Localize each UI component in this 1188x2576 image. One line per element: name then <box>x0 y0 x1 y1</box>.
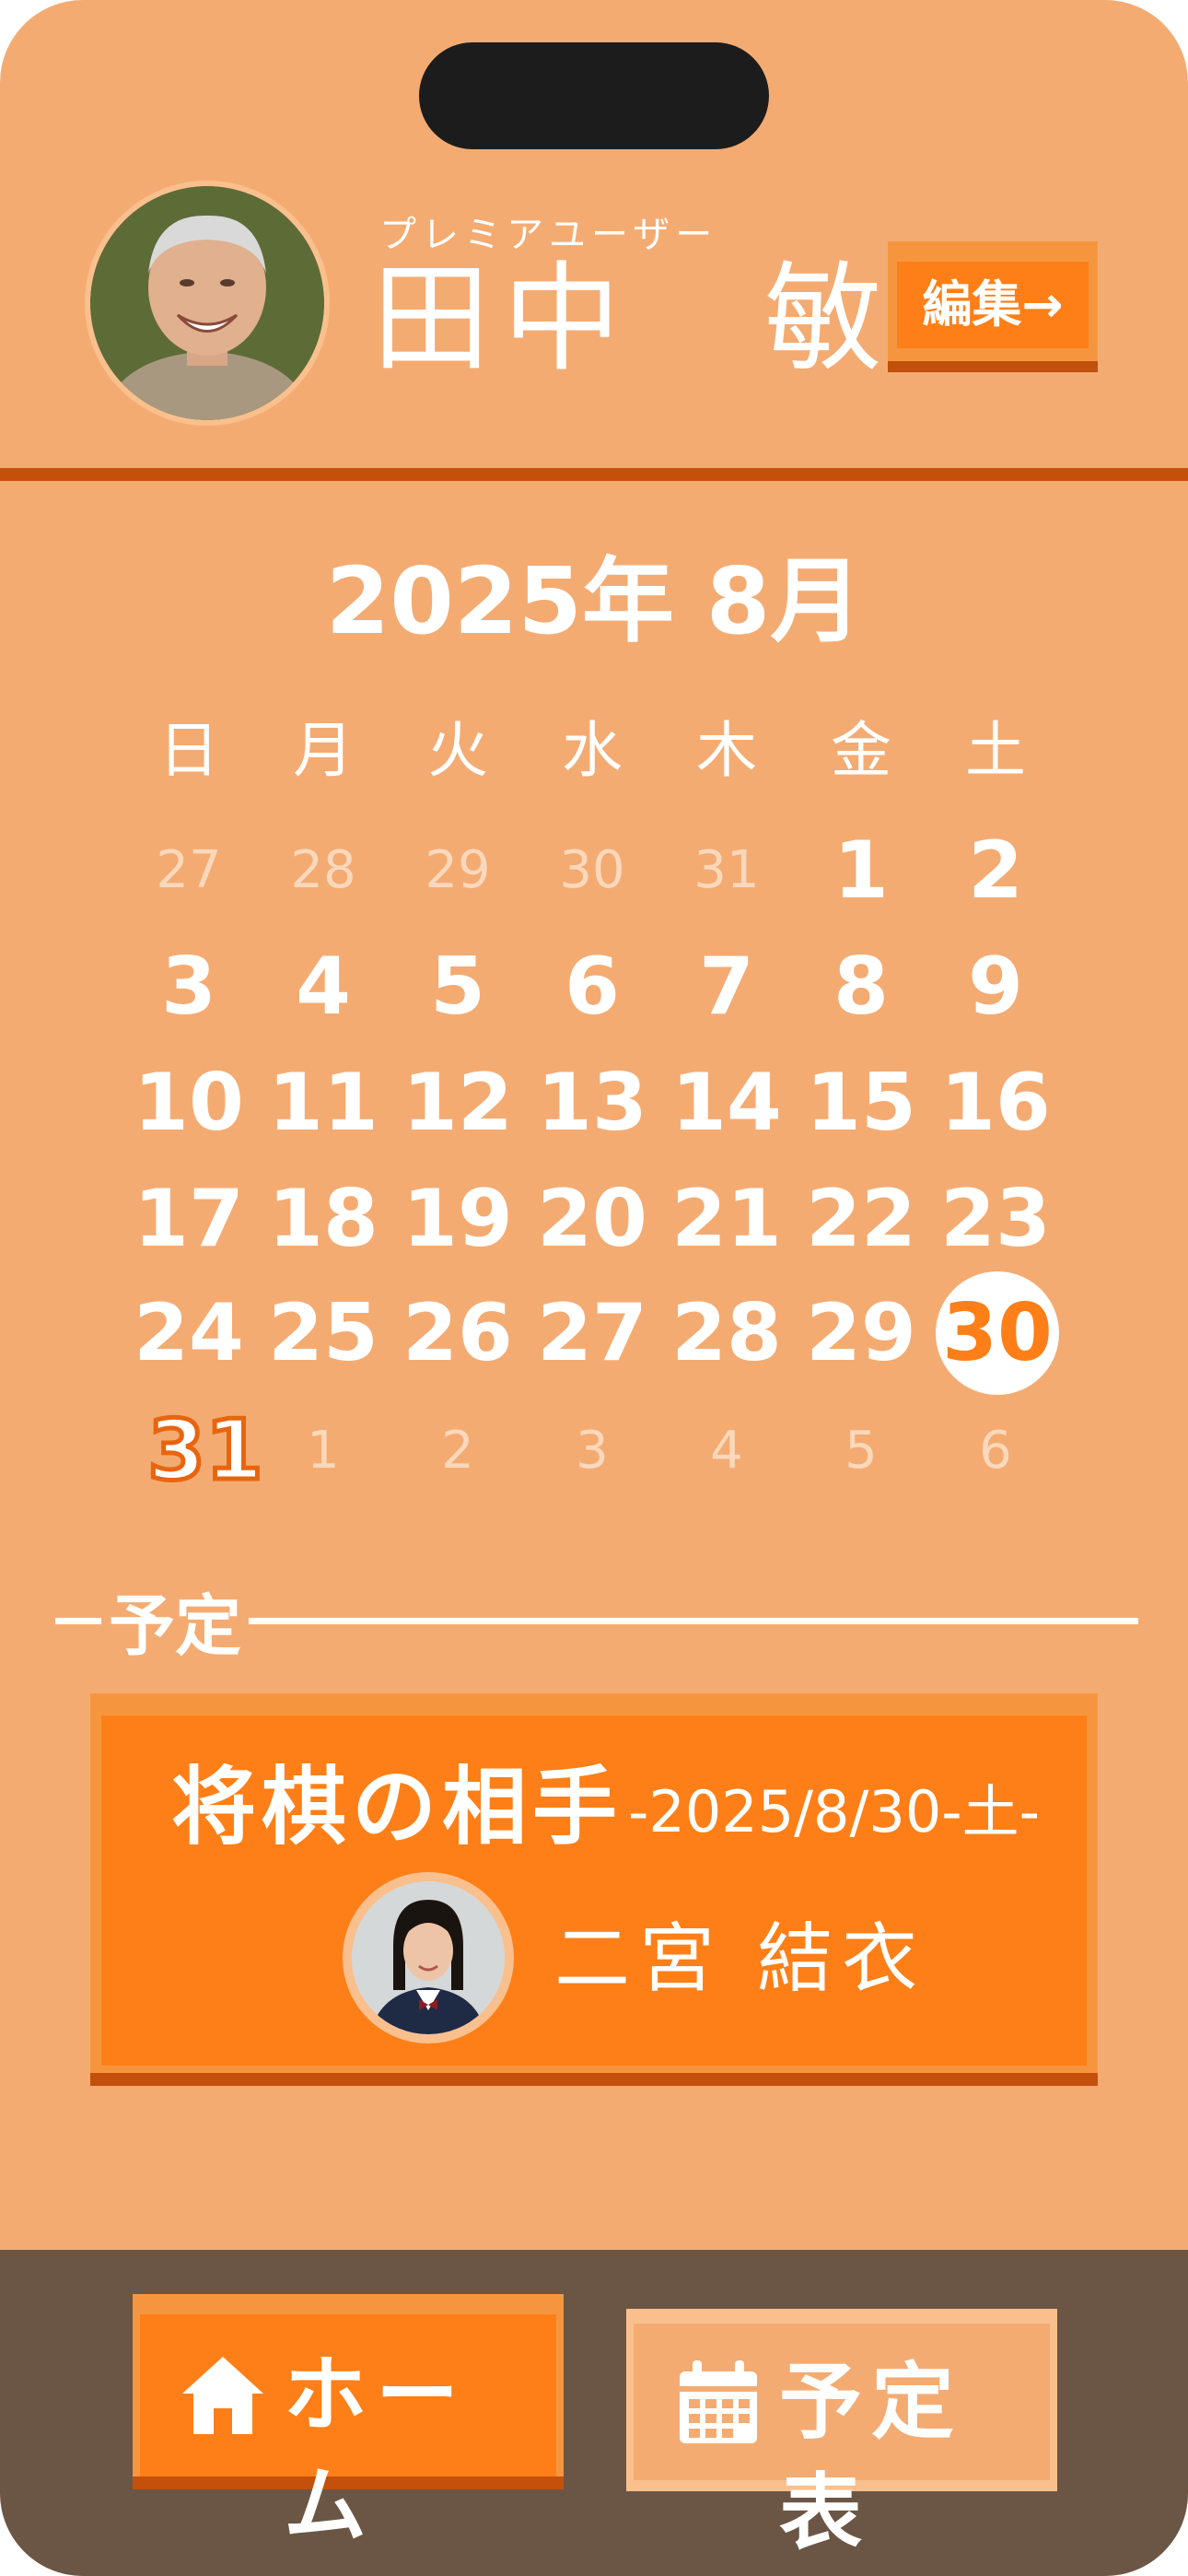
home-icon <box>182 2357 263 2434</box>
day-cell[interactable]: 1 <box>833 825 889 917</box>
day-cell[interactable]: 12 <box>402 1057 513 1149</box>
day-cell[interactable]: 4 <box>296 941 351 1033</box>
day-cell[interactable]: 27 <box>537 1287 647 1379</box>
nav-schedule-button-face: 予定表 <box>634 2324 1050 2561</box>
day-cell[interactable]: 25 <box>268 1287 379 1379</box>
day-cell[interactable]: 30 <box>559 840 625 900</box>
event-card[interactable]: 将棋の相手 -2025/8/30-土- 二宮 結衣 <box>90 1693 1098 2086</box>
month-title: 2025年 8月 <box>325 547 863 655</box>
calendar-icon <box>680 2360 757 2443</box>
section-divider-left <box>55 1618 101 1624</box>
event-date: -2025/8/30-土- <box>628 1778 1041 1845</box>
day-cell[interactable]: 7 <box>699 941 754 1033</box>
day-cell[interactable]: 26 <box>402 1287 513 1379</box>
section-divider-right <box>249 1618 1138 1624</box>
day-cell[interactable]: 9 <box>968 941 1023 1033</box>
edit-button-label: 編集→ <box>897 262 1089 348</box>
today-marker[interactable]: 31 <box>146 1400 265 1502</box>
partner-photo <box>352 1881 505 2034</box>
day-cell[interactable]: 22 <box>806 1173 916 1265</box>
day-cell[interactable]: 3 <box>161 941 216 1033</box>
premium-badge: プレミアユーザー <box>379 214 718 256</box>
day-cell[interactable]: 15 <box>806 1057 916 1149</box>
day-cell[interactable]: 11 <box>268 1057 379 1149</box>
day-cell[interactable]: 18 <box>268 1173 379 1265</box>
schedule-section-label: 予定 <box>109 1587 242 1665</box>
day-cell[interactable]: 29 <box>806 1287 916 1379</box>
day-cell[interactable]: 17 <box>134 1173 244 1265</box>
day-cell[interactable]: 24 <box>134 1287 244 1379</box>
day-cell[interactable]: 2 <box>968 825 1023 917</box>
weekday-sun: 日 <box>158 715 219 786</box>
weekday-thu: 木 <box>696 715 757 786</box>
user-photo-illustration <box>90 186 324 420</box>
day-cell[interactable]: 31 <box>693 840 760 900</box>
weekday-tue: 火 <box>427 715 488 786</box>
weekday-wed: 水 <box>562 715 623 786</box>
day-cell[interactable]: 8 <box>833 941 889 1033</box>
day-cell[interactable]: 27 <box>156 840 222 900</box>
day-cell[interactable]: 28 <box>290 840 356 900</box>
event-card-body: 将棋の相手 -2025/8/30-土- 二宮 結衣 <box>101 1715 1087 2066</box>
nav-home-button-face: ホーム <box>140 2314 556 2554</box>
nav-home-button[interactable]: ホーム <box>133 2294 564 2554</box>
weekday-mon: 月 <box>293 715 354 786</box>
day-cell[interactable]: 23 <box>940 1173 1051 1265</box>
day-cell[interactable]: 16 <box>940 1057 1051 1149</box>
day-cell[interactable]: 20 <box>537 1173 647 1265</box>
weekday-sat: 土 <box>965 715 1026 786</box>
day-cell[interactable]: 21 <box>671 1173 782 1265</box>
header-divider <box>0 468 1188 481</box>
nav-schedule-label: 予定表 <box>779 2354 963 2561</box>
device-notch <box>419 42 769 149</box>
day-cell[interactable]: 5 <box>844 1421 878 1481</box>
partner-name: 二宮 結衣 <box>554 1915 927 2003</box>
day-cell[interactable]: 29 <box>425 840 491 900</box>
weekday-fri: 金 <box>831 715 891 786</box>
day-cell[interactable]: 6 <box>565 941 620 1033</box>
nav-schedule-button[interactable]: 予定表 <box>626 2309 1057 2561</box>
day-cell[interactable]: 28 <box>671 1287 782 1379</box>
day-cell[interactable]: 3 <box>576 1421 609 1481</box>
user-avatar[interactable] <box>85 181 330 426</box>
partner-photo-illustration <box>352 1881 505 2034</box>
day-cell[interactable]: 5 <box>430 941 485 1033</box>
event-title: 将棋の相手 <box>171 1758 623 1856</box>
user-photo <box>90 186 324 420</box>
day-cell[interactable]: 10 <box>134 1057 244 1149</box>
nav-home-label: ホーム <box>284 2347 468 2554</box>
day-cell[interactable]: 13 <box>537 1057 647 1149</box>
selected-day[interactable]: 30 <box>936 1271 1059 1395</box>
day-cell[interactable]: 6 <box>979 1421 1012 1481</box>
day-cell[interactable]: 2 <box>441 1421 474 1481</box>
day-cell[interactable]: 19 <box>402 1173 513 1265</box>
day-cell[interactable]: 4 <box>710 1421 743 1481</box>
day-cell[interactable]: 1 <box>307 1421 340 1481</box>
edit-button[interactable]: 編集→ <box>888 241 1098 372</box>
day-cell[interactable]: 14 <box>671 1057 782 1149</box>
partner-avatar <box>343 1872 514 2043</box>
